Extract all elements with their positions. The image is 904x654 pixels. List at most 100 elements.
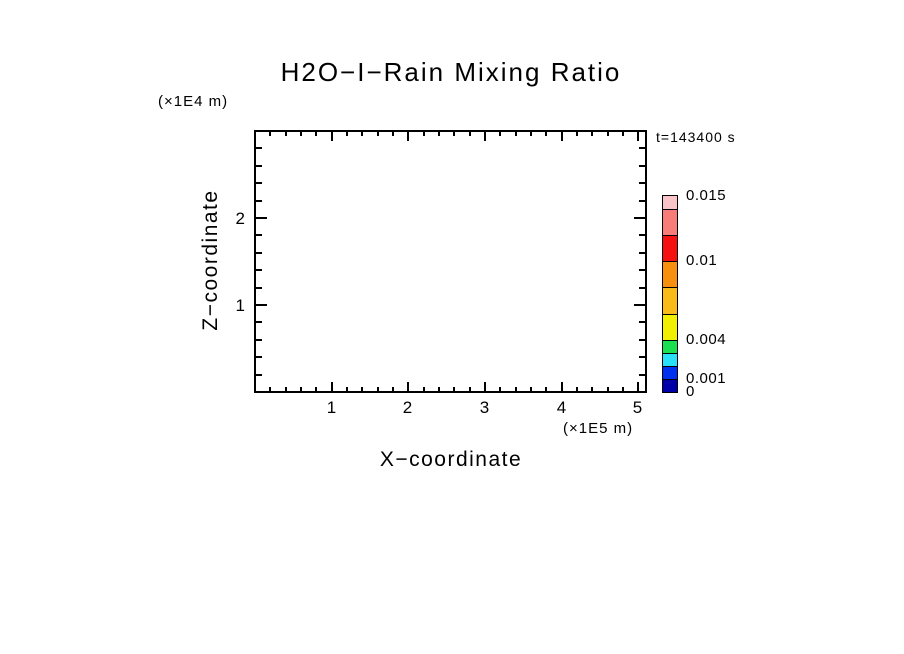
- x-minor-tick: [545, 131, 547, 136]
- colorbar-tick-label: 0.004: [686, 330, 727, 348]
- y-minor-tick: [639, 182, 645, 184]
- y-minor-tick: [639, 356, 645, 358]
- x-major-tick: [407, 382, 409, 392]
- x-minor-tick: [469, 387, 471, 392]
- y-minor-tick: [256, 374, 262, 376]
- x-minor-tick: [438, 131, 440, 136]
- colorbar-tick-label: 0.01: [686, 252, 718, 270]
- colorbar-segment: [663, 287, 677, 314]
- y-minor-tick: [639, 252, 645, 254]
- x-major-tick: [637, 382, 639, 392]
- x-major-tick: [637, 131, 639, 141]
- y-tick-label: 1: [235, 296, 246, 315]
- x-minor-tick: [622, 387, 624, 392]
- x-minor-tick: [499, 387, 501, 392]
- y-minor-tick: [639, 200, 645, 202]
- x-minor-tick: [530, 387, 532, 392]
- x-minor-tick: [576, 131, 578, 136]
- y-axis-unit-label: (×1E4 m): [158, 93, 229, 110]
- y-major-tick: [634, 304, 645, 306]
- x-minor-tick: [346, 131, 348, 136]
- colorbar-segment: [663, 339, 677, 353]
- y-minor-tick: [256, 356, 262, 358]
- y-minor-tick: [256, 165, 262, 167]
- x-minor-tick: [591, 387, 593, 392]
- colorbar-segment: [663, 313, 677, 340]
- y-minor-tick: [256, 182, 262, 184]
- x-minor-tick: [377, 387, 379, 392]
- x-major-tick: [561, 131, 563, 141]
- colorbar-segment: [663, 365, 677, 379]
- colorbar-segment: [663, 196, 677, 210]
- x-minor-tick: [361, 131, 363, 136]
- y-major-tick: [256, 304, 267, 306]
- y-minor-tick: [256, 252, 262, 254]
- y-minor-tick: [256, 269, 262, 271]
- y-minor-tick: [639, 269, 645, 271]
- y-minor-tick: [256, 339, 262, 341]
- x-minor-tick: [269, 387, 271, 392]
- x-major-tick: [407, 131, 409, 141]
- x-minor-tick: [300, 387, 302, 392]
- x-minor-tick: [392, 131, 394, 136]
- y-axis-title: Z−coordinate: [199, 189, 222, 331]
- x-minor-tick: [530, 131, 532, 136]
- colorbar-segment: [663, 378, 677, 392]
- y-minor-tick: [639, 321, 645, 323]
- x-minor-tick: [423, 387, 425, 392]
- x-major-tick: [484, 131, 486, 141]
- y-minor-tick: [639, 165, 645, 167]
- x-minor-tick: [438, 387, 440, 392]
- x-tick-label: 4: [556, 398, 568, 417]
- x-tick-label: 1: [326, 398, 338, 417]
- x-major-tick: [484, 382, 486, 392]
- y-minor-tick: [256, 200, 262, 202]
- x-major-tick: [331, 131, 333, 141]
- y-major-tick: [634, 217, 645, 219]
- x-minor-tick: [300, 131, 302, 136]
- x-minor-tick: [361, 387, 363, 392]
- colorbar-segment: [663, 352, 677, 366]
- x-minor-tick: [515, 131, 517, 136]
- y-minor-tick: [256, 147, 262, 149]
- x-minor-tick: [499, 131, 501, 136]
- x-tick-label: 5: [632, 398, 644, 417]
- x-minor-tick: [377, 131, 379, 136]
- chart-title: H2O−I−Rain Mixing Ratio: [280, 57, 622, 87]
- x-minor-tick: [423, 131, 425, 136]
- colorbar-tick-label: 0: [686, 383, 695, 400]
- x-minor-tick: [315, 131, 317, 136]
- x-minor-tick: [515, 387, 517, 392]
- x-tick-label: 3: [479, 398, 491, 417]
- y-minor-tick: [639, 287, 645, 289]
- x-minor-tick: [392, 387, 394, 392]
- x-minor-tick: [285, 131, 287, 136]
- x-major-tick: [331, 382, 333, 392]
- x-minor-tick: [607, 131, 609, 136]
- x-minor-tick: [469, 131, 471, 136]
- x-minor-tick: [607, 387, 609, 392]
- x-major-tick: [561, 382, 563, 392]
- colorbar-segment: [663, 209, 677, 236]
- y-minor-tick: [256, 287, 262, 289]
- x-minor-tick: [285, 387, 287, 392]
- timestamp-label: t=143400 s: [656, 129, 736, 145]
- y-tick-label: 2: [235, 209, 246, 228]
- y-major-tick: [256, 217, 267, 219]
- y-minor-tick: [256, 234, 262, 236]
- colorbar-segment: [663, 261, 677, 288]
- colorbar: [662, 195, 678, 393]
- colorbar-segment: [663, 235, 677, 262]
- x-minor-tick: [315, 387, 317, 392]
- y-minor-tick: [639, 374, 645, 376]
- y-minor-tick: [639, 234, 645, 236]
- x-minor-tick: [622, 131, 624, 136]
- y-minor-tick: [639, 147, 645, 149]
- x-minor-tick: [453, 387, 455, 392]
- x-minor-tick: [346, 387, 348, 392]
- x-axis-unit-label: (×1E5 m): [563, 420, 634, 437]
- x-minor-tick: [576, 387, 578, 392]
- colorbar-tick-label: 0.001: [686, 369, 727, 387]
- x-axis-title: X−coordinate: [379, 448, 523, 471]
